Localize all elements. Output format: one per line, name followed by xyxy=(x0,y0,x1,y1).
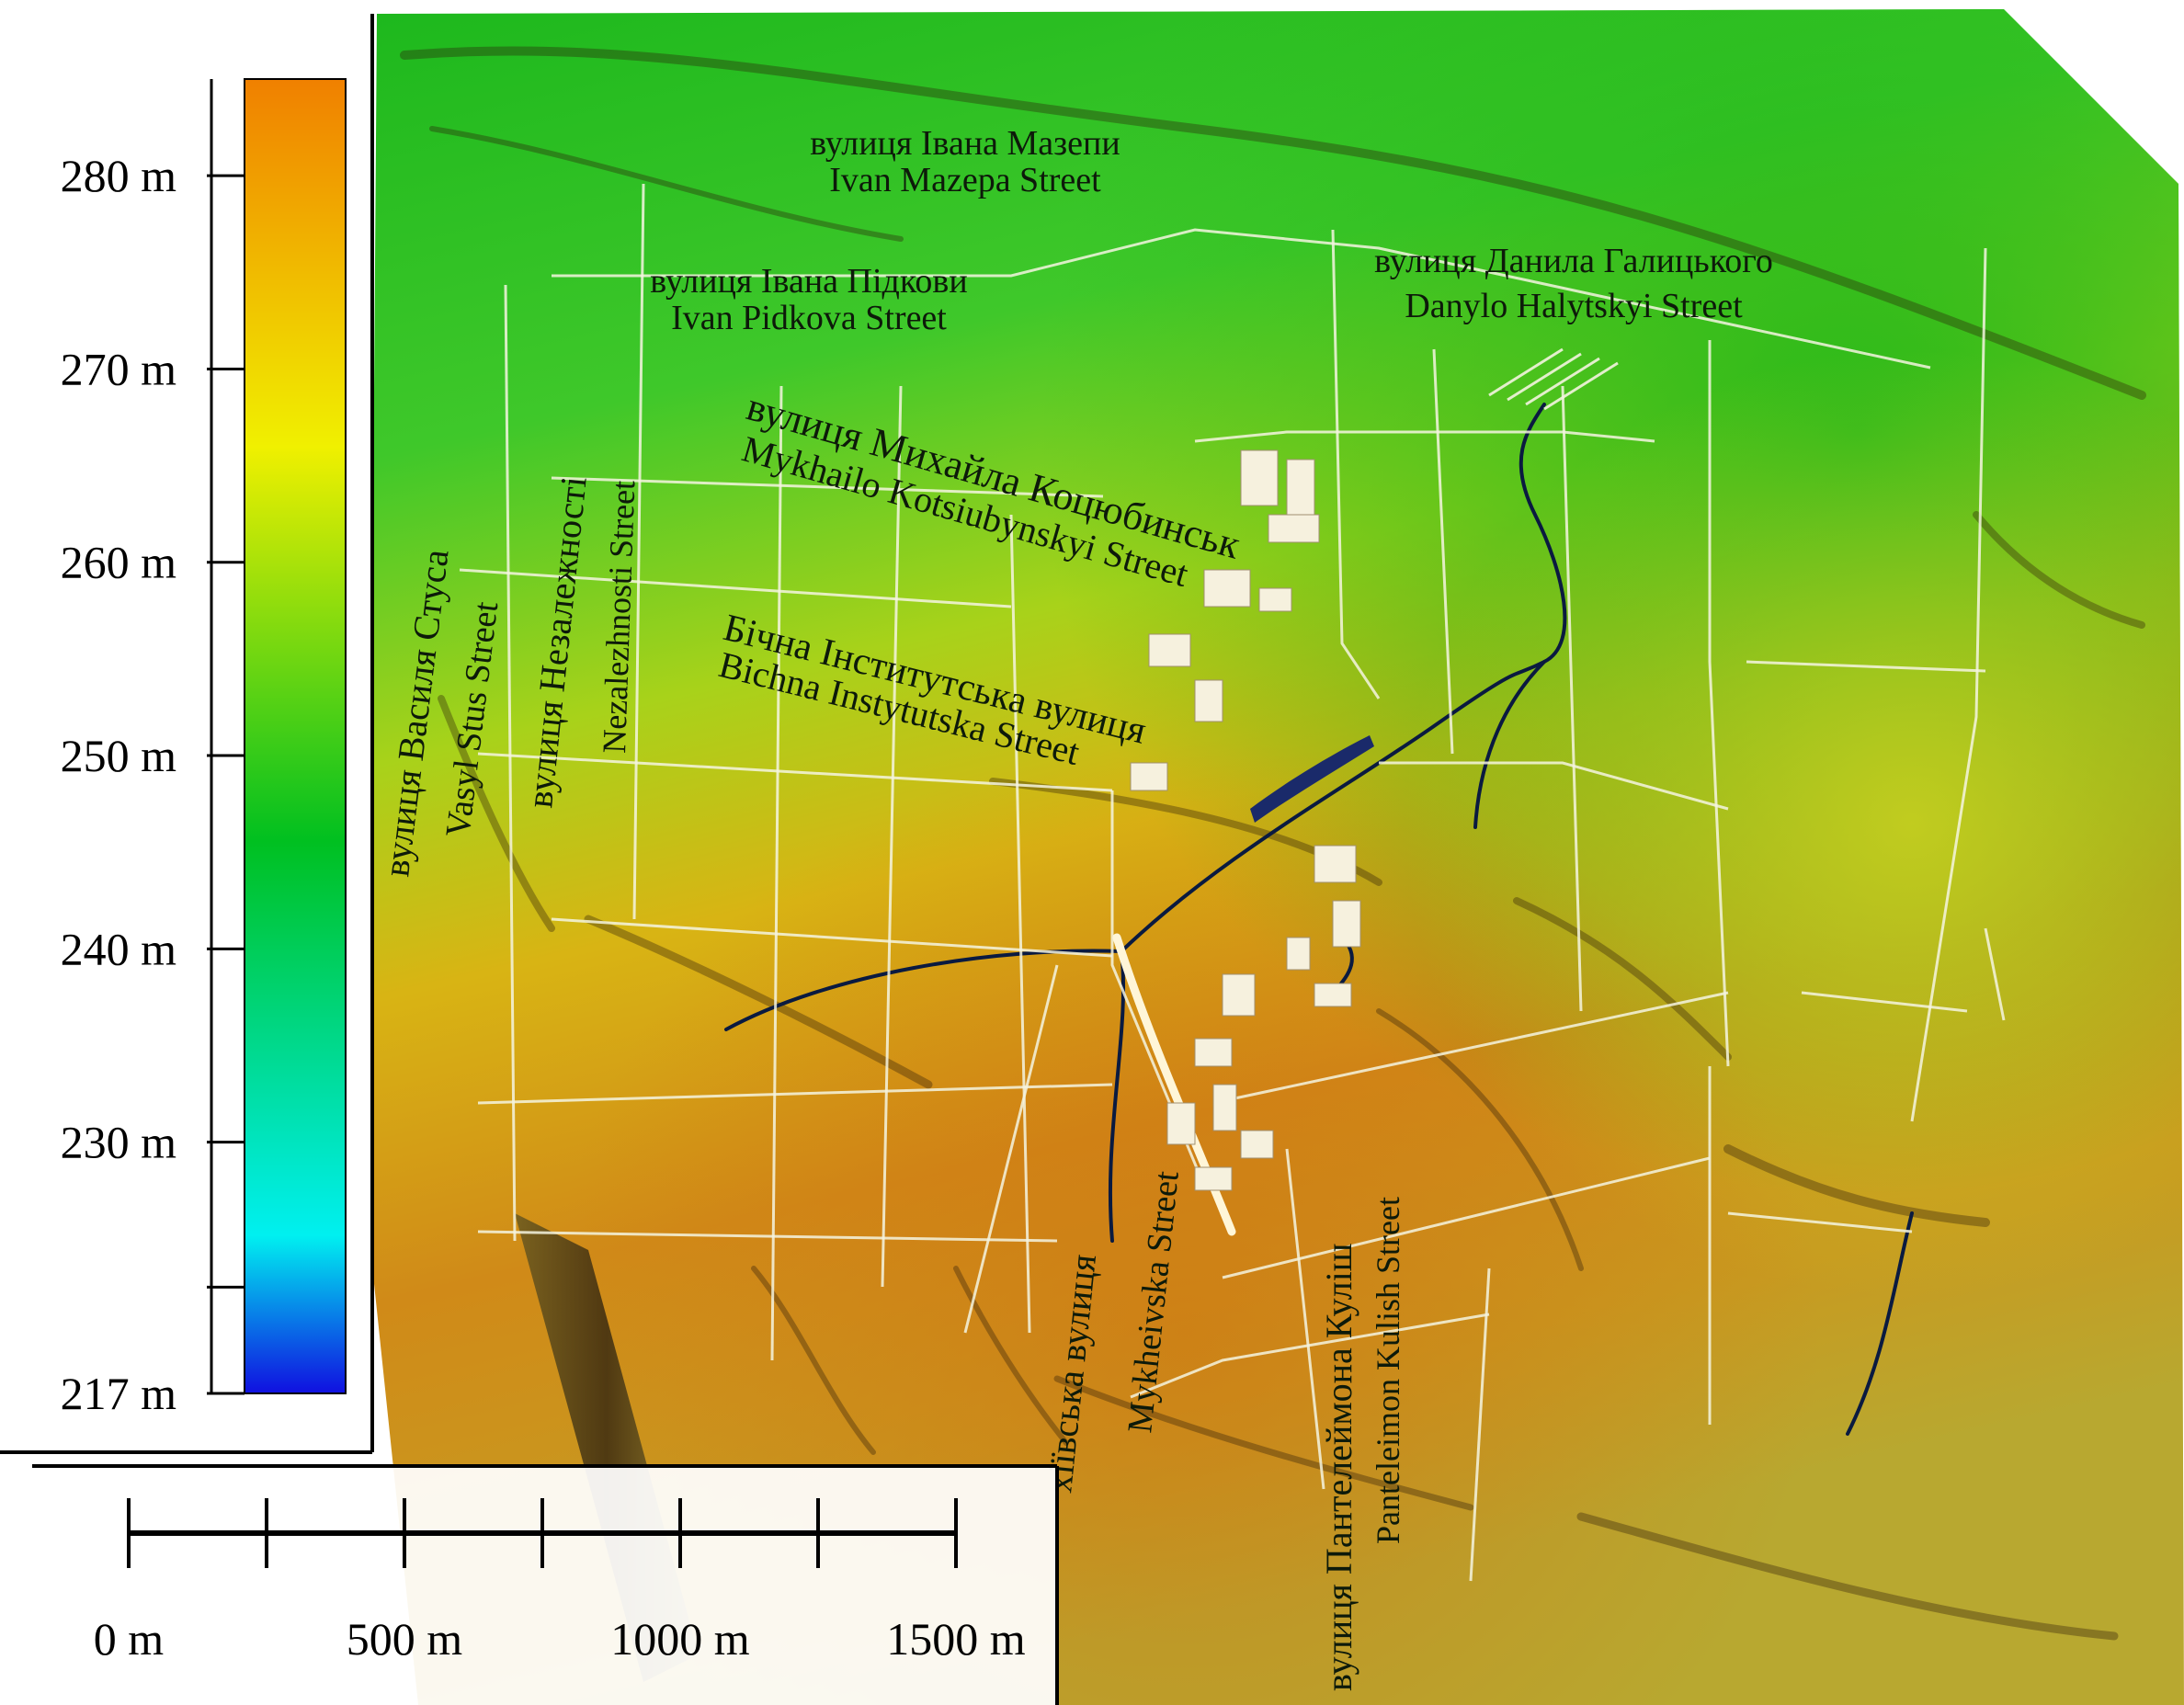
street-label-mazepy-eng: Ivan Mazepa Street xyxy=(829,161,1101,199)
legend-ticks: 280 m 270 m 260 m 250 m 240 m 230 m 217 m xyxy=(61,150,245,1419)
street-label-pidkovy-ukr: вулиця Івана Підкови xyxy=(650,262,967,301)
legend-tick-label: 250 m xyxy=(61,730,177,781)
street-label-pidkovy-eng: Ivan Pidkova Street xyxy=(671,299,947,337)
scale-bar-label: 1500 m xyxy=(886,1613,1026,1665)
main-road xyxy=(1112,933,1236,1236)
street-label-kulisha-eng: Panteleimon Kulish Street xyxy=(1370,1197,1406,1544)
reservoir xyxy=(1250,735,1374,823)
legend-tick-label: 217 m xyxy=(61,1368,177,1419)
elevation-legend: 280 m 270 m 260 m 250 m 240 m 230 m 217 m xyxy=(0,0,374,1454)
terrain-south-orange xyxy=(368,9,2184,1705)
scale-bar-ticks: 0 m 500 m 1000 m 1500 m xyxy=(94,1498,1026,1665)
street-label-kulisha-ukr: вулиця Пантелеймона Куліш xyxy=(1318,1243,1359,1691)
legend-colorbar xyxy=(244,78,347,1394)
scale-bar-background xyxy=(0,1466,1057,1705)
street-label-halytskoho-eng: Danylo Halytskyi Street xyxy=(1405,287,1743,325)
building-clusters xyxy=(1130,449,1361,1191)
scale-bar-label: 1000 m xyxy=(610,1613,750,1665)
street-label-mazepy-ukr: вулиця Івана Мазепи xyxy=(810,124,1120,163)
street-network xyxy=(459,183,2006,1582)
field-stripes xyxy=(1488,347,1619,411)
legend-tick-label: 240 m xyxy=(61,923,177,974)
legend-tick-label: 280 m xyxy=(61,150,177,201)
legend-tick-label: 230 m xyxy=(61,1117,177,1168)
street-label-halytskoho-ukr: вулиця Данила Галицького xyxy=(1374,242,1773,280)
streams xyxy=(724,403,1914,1436)
scale-bar: 0 m 500 m 1000 m 1500 m xyxy=(0,1464,1059,1705)
scale-bar-label: 500 m xyxy=(347,1613,463,1665)
hillshade-ridges xyxy=(400,46,2146,1641)
scale-bar-label: 0 m xyxy=(94,1613,165,1665)
legend-tick-label: 270 m xyxy=(61,343,177,394)
legend-tick-label: 260 m xyxy=(61,537,177,588)
